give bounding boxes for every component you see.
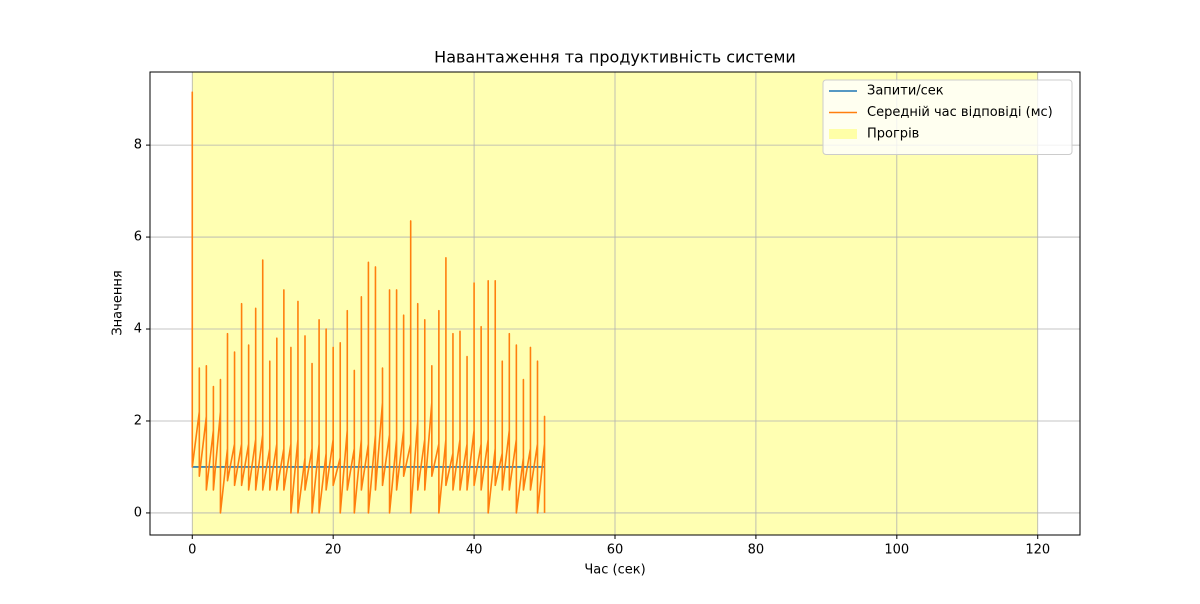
- x-tick-label: 120: [1025, 543, 1050, 558]
- y-tick-label: 4: [134, 322, 142, 337]
- chart-title: Навантаження та продуктивність системи: [434, 48, 796, 67]
- legend-label: Запити/сек: [867, 84, 944, 99]
- y-tick-label: 8: [134, 138, 142, 153]
- y-axis-label: Значення: [111, 270, 126, 335]
- x-tick-label: 40: [466, 543, 483, 558]
- x-tick-label: 20: [325, 543, 342, 558]
- x-tick-label: 100: [884, 543, 909, 558]
- series-line: [191, 91, 546, 514]
- x-tick-label: 0: [188, 543, 196, 558]
- y-tick-label: 6: [134, 230, 142, 245]
- legend-label: Прогрів: [867, 127, 919, 142]
- x-tick-label: 80: [748, 543, 765, 558]
- legend: Запити/сек Середній час відповіді (мс) Про…: [822, 79, 1073, 155]
- y-tick-label: 0: [134, 505, 142, 520]
- x-axis-label: Час (сек): [584, 563, 645, 578]
- y-tick-label: 2: [134, 413, 142, 428]
- x-tick-label: 60: [607, 543, 624, 558]
- legend-box: [822, 79, 1073, 155]
- legend-swatch: [829, 129, 857, 139]
- legend-label: Середній час відповіді (мс): [867, 105, 1053, 120]
- axes: 0 20 40 60 80 100 120 0 2 4 6 8: [134, 138, 1050, 558]
